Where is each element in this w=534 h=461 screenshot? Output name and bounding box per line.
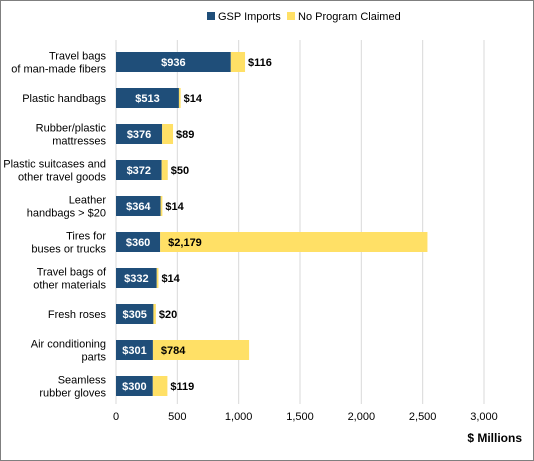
value-label-gsp-imports: $936 (161, 57, 185, 69)
x-axis-ticks: 0 500 1,000 1,500 2,000 2,500 3,000 (113, 411, 498, 423)
bar-no-program-claimed (156, 268, 159, 288)
x-tick-label: 3,000 (470, 411, 498, 423)
bar-gsp-imports (116, 268, 157, 288)
bar-gsp-imports (116, 376, 153, 396)
value-label-no-program-claimed: $14 (184, 93, 203, 105)
category-label: other travel goods (18, 172, 107, 184)
bar-no-program-claimed (160, 232, 428, 252)
value-label-no-program-claimed: $20 (159, 309, 177, 321)
value-label-gsp-imports: $513 (135, 93, 159, 105)
value-label-gsp-imports: $305 (122, 309, 146, 321)
category-label: Travel bags of (37, 267, 107, 279)
value-label-no-program-claimed: $119 (170, 381, 194, 393)
legend-swatch-no-program-claimed (287, 12, 295, 20)
category-label: buses or trucks (31, 244, 106, 256)
value-label-gsp-imports: $360 (126, 237, 150, 249)
bar-no-program-claimed (230, 52, 246, 72)
category-label: parts (82, 352, 107, 364)
value-label-no-program-claimed: $2,179 (168, 237, 202, 249)
bars (116, 52, 428, 396)
category-label: other materials (33, 280, 106, 292)
bar-gsp-imports (116, 196, 161, 216)
legend-label-no-program-claimed: No Program Claimed (298, 11, 401, 23)
x-tick-label: 0 (113, 411, 119, 423)
x-tick-label: 1,500 (286, 411, 314, 423)
category-label: Rubber/plastic (36, 123, 107, 135)
category-label: Air conditioning (31, 339, 106, 351)
bar-gsp-imports (116, 232, 161, 252)
legend-swatch-gsp-imports (207, 12, 215, 20)
x-tick-label: 1,000 (225, 411, 253, 423)
value-label-no-program-claimed: $50 (171, 165, 189, 177)
category-label: Seamless (58, 375, 107, 387)
category-label: of man-made fibers (11, 64, 106, 76)
category-label: mattresses (52, 136, 106, 148)
value-label-gsp-imports: $376 (127, 129, 151, 141)
bar-gsp-imports (116, 304, 154, 324)
bar-gsp-imports (116, 88, 179, 108)
x-tick-label: 500 (168, 411, 186, 423)
bar-gsp-imports (116, 124, 163, 144)
value-label-gsp-imports: $300 (122, 381, 146, 393)
category-label: Tires for (66, 231, 106, 243)
value-label-no-program-claimed: $116 (248, 57, 272, 69)
value-label-no-program-claimed: $14 (161, 273, 180, 285)
legend: GSP Imports No Program Claimed (207, 11, 401, 23)
value-label-gsp-imports: $372 (127, 165, 151, 177)
value-labels: $936 $116 $513 $14 $376 $89 $372 $50 $364 $14 $360… (122, 57, 272, 393)
value-label-gsp-imports: $301 (122, 345, 146, 357)
bar-gsp-imports (116, 52, 231, 72)
category-label: handbags > $20 (27, 208, 106, 220)
bar-no-program-claimed (162, 124, 174, 144)
value-label-gsp-imports: $332 (124, 273, 148, 285)
category-label: rubber gloves (39, 388, 106, 400)
bar-no-program-claimed (152, 340, 250, 360)
value-label-no-program-claimed: $784 (161, 345, 186, 357)
x-axis-title: $ Millions (467, 431, 522, 445)
category-label: Fresh roses (48, 309, 107, 321)
value-label-no-program-claimed: $89 (176, 129, 194, 141)
x-tick-label: 2,500 (409, 411, 437, 423)
value-label-gsp-imports: $364 (126, 201, 151, 213)
category-label: Travel bags (49, 51, 107, 63)
bar-gsp-imports (116, 160, 162, 180)
bar-no-program-claimed (161, 160, 168, 180)
bar-no-program-claimed (152, 376, 168, 396)
value-label-no-program-claimed: $14 (165, 201, 184, 213)
x-tick-label: 2,000 (348, 411, 376, 423)
category-label: Leather (69, 195, 107, 207)
bar-no-program-claimed (153, 304, 156, 324)
category-label: Plastic suitcases and (3, 159, 106, 171)
category-label: Plastic handbags (22, 93, 106, 105)
bar-gsp-imports (116, 340, 153, 360)
bar-no-program-claimed (160, 196, 163, 216)
bar-no-program-claimed (178, 88, 181, 108)
legend-label-gsp-imports: GSP Imports (218, 11, 281, 23)
